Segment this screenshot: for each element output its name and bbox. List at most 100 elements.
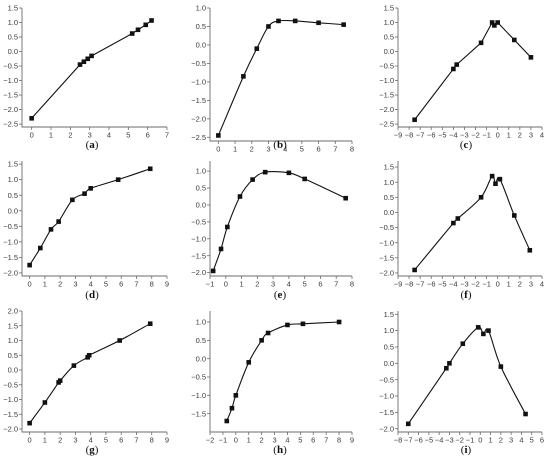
series-line-i [407,326,527,425]
data-point [489,20,495,25]
x-tick-label: 1 [43,436,47,445]
data-point [216,133,221,138]
data-point [42,400,48,405]
data-point [135,27,141,33]
y-tick-label: 0.0 [384,208,394,217]
x-tick-label: −2 [206,436,215,445]
panel-label-letter: a [89,139,95,151]
y-tick-label: −0.5 [379,375,394,384]
y-tick-label: −0.5 [3,380,18,389]
x-tick-label: −3 [445,436,454,445]
x-tick-label: 5 [300,145,304,154]
x-tick-label: −4 [449,131,458,140]
x-tick-label: −7 [404,436,413,445]
y-tick-label: −0.5 [3,222,18,231]
x-tick-label: −4 [449,280,458,289]
x-tick-label: −2 [471,280,480,289]
x-tick-label: 7 [334,280,338,289]
data-point [254,46,260,51]
x-tick-label: −5 [438,131,447,140]
data-point [523,411,528,417]
data-point [492,23,497,28]
y-tick-label: −1.5 [3,410,18,419]
data-point [512,213,517,218]
data-point [276,18,281,24]
x-tick-label: 5 [298,436,302,445]
y-tick-label: −1.0 [191,391,206,400]
data-point [497,176,503,182]
y-tick-label: 0.5 [8,351,18,360]
x-tick-label: 3 [272,436,276,445]
y-tick-label: −0.5 [191,217,206,226]
data-point [343,195,348,201]
x-tick-label: 4 [89,280,93,289]
series-line-g [29,323,151,424]
x-tick-label: 3 [509,436,513,445]
x-tick-label: 5 [104,280,108,289]
series-line-e [212,171,347,272]
y-tick-label: 1.5 [384,4,394,13]
x-tick-label: 3 [73,436,77,445]
axes-b [209,8,352,142]
x-tick-label: 0 [30,131,34,140]
x-tick-label: 8 [337,436,341,445]
x-tick-label: 8 [150,280,154,289]
y-tick-label: 0.5 [384,33,394,42]
panel-label-letter: g [89,444,95,456]
panel-e: −2.0 −1.5 −1.0 −0.5 0.0 0.5 1.0 −1 0 1 2 3 4 5 6 7 8 (e) [191,161,354,301]
data-point [27,262,32,268]
data-point [486,328,491,333]
panel-label-letter: d [89,289,95,301]
data-point [85,56,91,62]
x-tick-label: 2 [255,280,259,289]
x-tick-label: 6 [311,436,315,445]
x-tick-label: −1 [482,131,491,140]
data-point [495,20,500,25]
y-tick-label: 0.0 [196,354,206,363]
y-tick-label: 0.5 [196,22,206,31]
y-tick-label: 0.0 [8,47,18,56]
x-tick-label: 5 [126,131,130,140]
y-tick-label: −0.5 [379,62,394,71]
y-tick-label: 0.0 [384,359,394,368]
y-tick-label: −1.0 [379,238,394,247]
x-tick-label: 3 [73,280,77,289]
x-tick-label: 6 [540,436,544,445]
x-tick-label: 1 [488,436,492,445]
panel-label-d: (d) [85,289,99,301]
x-tick-label: −1 [219,436,228,445]
x-tick-label: 0 [216,145,220,154]
y-tick-label: −1.5 [191,409,206,418]
data-point [241,74,246,79]
x-tick-label: 0 [224,280,228,289]
y-tick-label: −2.0 [379,269,394,278]
y-tick-label: −1.5 [191,96,206,105]
x-tick-label: −3 [460,280,469,289]
y-tick-label: −1.0 [3,395,18,404]
x-tick-label: −8 [394,436,403,445]
x-tick-label: 3 [529,131,533,140]
data-point [82,191,87,196]
panel-label-e: (e) [274,289,287,301]
y-tick-label: 1.5 [8,321,18,330]
panel-label-b: (b) [273,139,287,151]
axes-f [397,161,542,277]
data-point [224,418,230,424]
x-tick-label: 3 [88,131,92,140]
data-point [455,216,461,221]
y-tick-label: 1.0 [384,178,394,187]
data-point [489,173,495,179]
x-tick-label: 7 [134,280,138,289]
x-tick-label: 1 [233,145,237,154]
data-point [302,176,307,182]
data-point [86,352,92,358]
panel-label-c: (c) [460,139,473,151]
y-tick-label: −1.0 [379,392,394,401]
x-tick-label: 7 [333,145,337,154]
panel-label-letter: b [277,139,283,151]
y-tick-label: −2.5 [3,120,18,129]
x-tick-label: 9 [350,436,354,445]
y-tick-label: −0.5 [3,62,18,71]
data-point [292,18,298,24]
x-tick-label: −8 [405,280,414,289]
